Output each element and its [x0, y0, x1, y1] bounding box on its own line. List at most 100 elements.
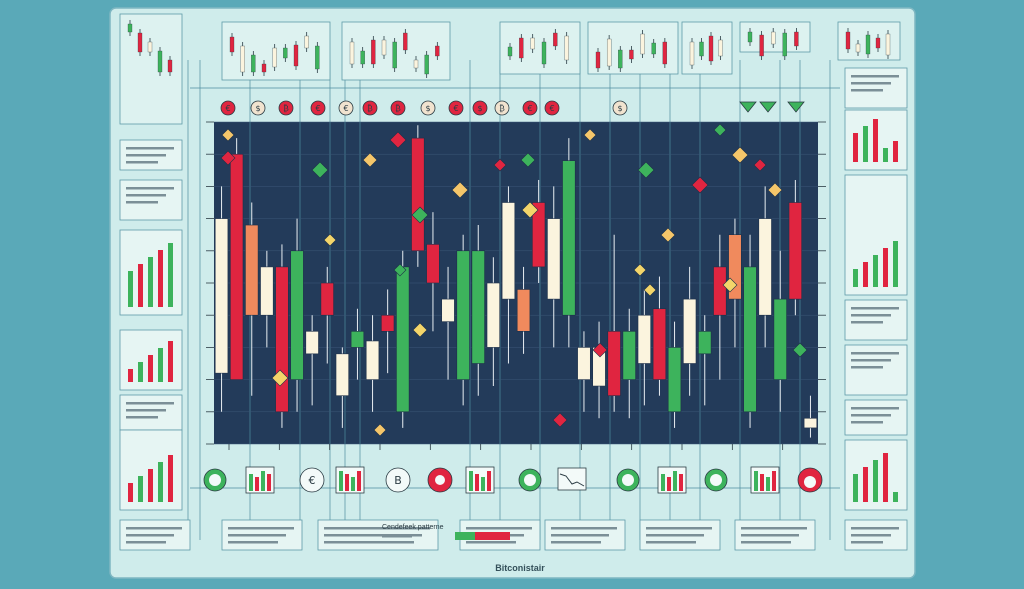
mini-candle [662, 41, 668, 65]
mini-candle [424, 54, 429, 75]
mini-bar [128, 369, 133, 382]
mini-candle [507, 46, 513, 57]
candle-body [773, 298, 787, 380]
coin-icon [220, 100, 236, 116]
mini-bar [883, 248, 888, 287]
mini-bar [148, 469, 153, 502]
candle-body [607, 330, 621, 396]
info-card [844, 299, 908, 341]
text-line [382, 535, 412, 538]
bars-icon [760, 474, 764, 491]
mini-candle [251, 54, 256, 73]
mini-candle [519, 37, 524, 59]
bars-icon [661, 474, 665, 491]
text-line [126, 541, 166, 544]
signal-diamond [271, 369, 289, 387]
bitcoin-icon [385, 467, 411, 493]
text-line [851, 421, 883, 424]
signal-diamond [637, 161, 655, 179]
coin-icon: € [453, 104, 458, 113]
signal-diamond [520, 152, 536, 168]
coin-icon: € [315, 104, 320, 113]
coin-icon: € [527, 104, 532, 113]
text-line [851, 75, 899, 78]
bars-icon [481, 477, 485, 491]
mini-bar [138, 264, 143, 307]
mini-bar [168, 243, 173, 307]
signal-diamond [713, 123, 727, 137]
coin-icon: $ [477, 104, 482, 113]
bars-icon [357, 471, 361, 491]
mini-bar [138, 476, 143, 502]
candle-body [547, 218, 561, 300]
mini-bar [128, 483, 133, 502]
mini-bar [863, 262, 868, 287]
coin-icon: $ [425, 104, 430, 113]
coin-icon [472, 100, 488, 116]
signal-diamond [643, 283, 657, 297]
signal-diamond [592, 342, 608, 358]
mini-candle [747, 31, 753, 43]
text-line [741, 541, 791, 544]
text-line [851, 414, 891, 417]
bitcoin-icon: B [394, 474, 402, 487]
coin-icon [278, 100, 294, 116]
mini-candle [595, 51, 601, 69]
mini-candle [618, 49, 623, 69]
text-line [324, 527, 430, 530]
mini-bar [863, 467, 868, 502]
mini-candle [349, 41, 355, 65]
mini-bar [863, 126, 868, 162]
mini-candle [137, 32, 143, 53]
text-line [551, 541, 601, 544]
candle-body [381, 314, 395, 332]
mini-candle [794, 31, 799, 47]
candle-body [350, 330, 365, 348]
text-line [851, 307, 899, 310]
bars-icon [754, 471, 758, 491]
bars-icon [667, 477, 671, 491]
signal-diamond [691, 176, 709, 194]
text-line [851, 541, 883, 544]
candle-body [275, 266, 289, 413]
mini-candle [403, 32, 408, 51]
text-line [126, 527, 182, 530]
text-line [851, 352, 899, 355]
mini-candle [782, 32, 787, 57]
candle-body [758, 218, 772, 316]
mini-candle [845, 31, 851, 50]
text-line [646, 534, 704, 537]
mini-candle [392, 41, 397, 69]
mini-candle [530, 37, 535, 50]
chart-icon [559, 473, 585, 487]
mini-bar [873, 460, 878, 502]
signal-diamond [411, 206, 429, 224]
coin-icon [362, 100, 378, 116]
text-line [851, 366, 883, 369]
bars-icon [261, 471, 265, 491]
text-line [851, 359, 891, 362]
coin-icon: ₿ [283, 103, 289, 113]
mini-candle [127, 23, 133, 33]
coin-icon: € [549, 104, 554, 113]
signal-diamond [722, 277, 738, 293]
mini-candle [315, 45, 320, 70]
mini-candle [606, 38, 612, 67]
text-line [126, 201, 158, 204]
signal-diamond [731, 146, 749, 164]
signal-diamond [389, 131, 407, 149]
bars-icon [475, 474, 479, 491]
mini-candle [360, 50, 365, 65]
signal-diamond [660, 227, 676, 243]
text-line [228, 534, 286, 537]
bottom-notes [382, 532, 510, 540]
ring-icon [209, 474, 221, 486]
candle-body [803, 417, 818, 429]
text-line [851, 534, 891, 537]
mini-candle [293, 44, 299, 67]
candle-body [456, 250, 470, 380]
mini-bar [893, 492, 898, 502]
mini-candle [771, 31, 776, 45]
mini-candle [229, 36, 235, 53]
signal-diamond [451, 181, 469, 199]
